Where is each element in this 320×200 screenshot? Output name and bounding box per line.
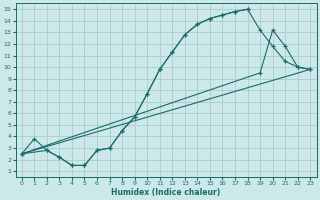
X-axis label: Humidex (Indice chaleur): Humidex (Indice chaleur) — [111, 188, 221, 197]
